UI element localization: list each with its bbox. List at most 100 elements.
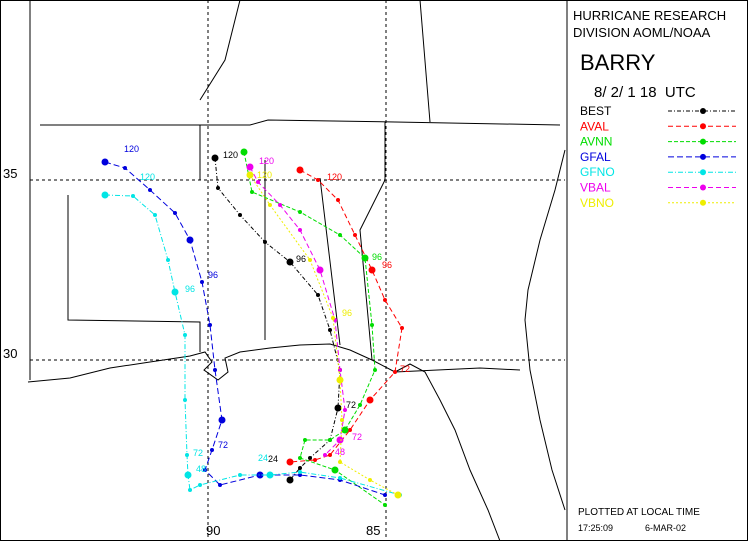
track-point (246, 171, 254, 179)
track-point (383, 493, 387, 497)
track-point (171, 288, 179, 296)
track-point (368, 266, 376, 274)
track-point (203, 468, 207, 472)
track-point (278, 203, 282, 207)
track-point (296, 166, 304, 174)
track-point (250, 190, 254, 194)
track-point (298, 228, 302, 232)
legend-label: AVAL (580, 119, 609, 133)
track-hour-label: 72 (346, 400, 356, 410)
legend-label: GFAL (580, 150, 611, 164)
storm-time: 8/ 2/ 1 18 UTC (594, 84, 696, 101)
storm-name: BARRY (580, 50, 656, 75)
track-point (340, 418, 344, 422)
track-point (361, 254, 369, 262)
legend-label: BEST (580, 104, 612, 118)
track-point (394, 491, 402, 499)
track-point (198, 483, 202, 487)
track-hour-label: 96 (185, 284, 195, 294)
geography (27, 0, 566, 541)
track-point (101, 158, 109, 166)
legend-label: GFNO (580, 165, 615, 179)
track-point (266, 471, 274, 479)
track-hour-label: 24 (268, 454, 278, 464)
track-point (338, 476, 342, 480)
track-point (331, 466, 339, 474)
track-point (383, 298, 387, 302)
footer-note: PLOTTED AT LOCAL TIME (578, 507, 700, 518)
legend-dot (700, 199, 706, 206)
track-point (393, 370, 397, 374)
track-point (366, 396, 374, 404)
track-point (298, 466, 302, 470)
legend-label: VBAL (580, 181, 611, 195)
track-point (256, 180, 260, 184)
legend-dot (700, 108, 706, 114)
track-hour-label: 120 (124, 144, 139, 154)
track-hour-label: 120 (259, 156, 274, 166)
track-point (286, 458, 294, 466)
track-point (331, 316, 335, 320)
header-text: DIVISION AOML/NOAA (573, 25, 711, 40)
track-point (298, 456, 302, 460)
track-point (313, 458, 317, 462)
track-point (338, 460, 342, 464)
track-point (316, 293, 320, 297)
track-hour-label: 120 (327, 172, 342, 182)
track-hour-label: 24 (258, 453, 268, 463)
track-point (153, 213, 157, 217)
track-point (316, 266, 324, 274)
track-line (104, 194, 401, 496)
lon-label: 85 (366, 523, 380, 538)
graticule (30, 0, 565, 541)
track-point (218, 416, 226, 424)
track-point (303, 438, 307, 442)
lat-label: 30 (3, 346, 17, 361)
track-point (185, 453, 189, 457)
track-point (186, 236, 194, 244)
track-point (298, 210, 302, 214)
track-point (353, 233, 357, 237)
track-point (246, 163, 254, 171)
track-hour-label: 120 (257, 170, 272, 180)
legend-label: VBNO (580, 196, 614, 210)
track-line (243, 151, 386, 506)
track-hour-label: 96 (296, 254, 306, 264)
track-point (166, 258, 170, 262)
track-line (104, 161, 386, 496)
track-point (328, 453, 332, 457)
track-point (101, 191, 109, 199)
track-line (249, 166, 346, 456)
lon-label: 90 (206, 523, 220, 538)
track-point (184, 471, 192, 479)
track-point (308, 258, 312, 262)
legend-dot (700, 123, 706, 130)
track-hour-label: 96 (382, 260, 392, 270)
track-point (216, 186, 220, 190)
track-hour-label: 48 (196, 464, 206, 474)
track-point (308, 456, 312, 460)
track-point (383, 503, 387, 507)
track-point (211, 154, 219, 162)
track-point (173, 211, 177, 215)
track-hour-label: 96 (342, 308, 352, 318)
track-point (370, 323, 374, 327)
track-point (328, 438, 332, 442)
track-point (123, 166, 127, 170)
track-hour-label: 120 (223, 150, 238, 160)
track-point (286, 258, 294, 266)
track-point (238, 473, 242, 477)
track-point (256, 471, 264, 479)
track-hour-label: 96 (208, 270, 218, 280)
track-point (240, 148, 248, 156)
track-point (263, 240, 267, 244)
legend-dot (700, 184, 706, 191)
track-point (298, 473, 302, 477)
legend-label: AVNN (580, 135, 612, 149)
track-point (183, 398, 187, 402)
header-text: HURRICANE RESEARCH (573, 8, 726, 23)
footer-clock: 17:25:09 (578, 523, 613, 533)
track-point (328, 328, 332, 332)
track-point (208, 323, 212, 327)
